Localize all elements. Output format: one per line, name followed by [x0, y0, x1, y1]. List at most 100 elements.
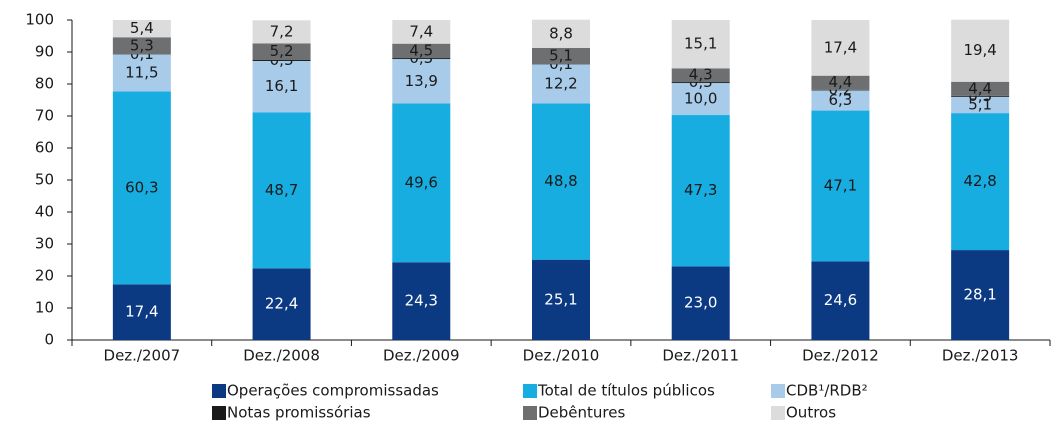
bar-segment: [112, 284, 171, 340]
data-label: 8,8: [549, 24, 573, 42]
legend-label: Debêntures: [538, 404, 625, 422]
x-tick-label: Dez./2010: [523, 347, 600, 365]
data-label: 5,1: [549, 47, 573, 65]
x-tick-label: Dez./2007: [104, 347, 181, 365]
data-label: 48,8: [544, 172, 577, 190]
y-tick-label: 60: [35, 139, 54, 157]
bar-segment: [811, 90, 870, 111]
bar-segment: [252, 20, 311, 44]
y-tick-label: 100: [25, 11, 54, 29]
x-tick-label: Dez./2013: [942, 347, 1019, 365]
legend-swatch: [212, 406, 226, 420]
data-label: 47,3: [684, 181, 717, 199]
bar-segment: [112, 54, 171, 92]
data-label: 4,5: [409, 41, 433, 59]
bar-segment: [112, 91, 171, 285]
bar-segment: [811, 89, 870, 91]
x-tick-label: Dez./2012: [802, 347, 879, 365]
data-label: 15,1: [684, 35, 717, 53]
bar-segment: [392, 43, 451, 59]
bar-segment: [671, 20, 730, 69]
data-label: 5,4: [130, 19, 154, 37]
data-label: 17,4: [824, 38, 857, 56]
y-tick-label: 0: [44, 331, 54, 349]
bar-segment: [811, 110, 870, 262]
bar-segment: [532, 64, 590, 104]
data-label: 42,8: [963, 172, 996, 190]
data-label: 7,2: [270, 22, 294, 40]
data-label: 49,6: [405, 173, 438, 191]
legend-swatch: [523, 384, 537, 398]
bar-segment: [532, 19, 590, 48]
data-label: 23,0: [684, 294, 717, 312]
data-label: 48,7: [265, 181, 298, 199]
bar-segment: [252, 268, 311, 340]
x-tick-label: Dez./2009: [383, 347, 460, 365]
legend-label: Notas promissórias: [227, 404, 371, 422]
bar-segment: [392, 262, 451, 340]
y-tick-label: 40: [35, 203, 54, 221]
data-label: 19,4: [963, 41, 996, 59]
bar-segment: [252, 112, 311, 269]
bar-segment: [392, 103, 451, 263]
data-label: 24,3: [405, 292, 438, 310]
bar-segment: [951, 113, 1010, 251]
bar-segment: [671, 115, 730, 267]
legend-swatch: [771, 406, 785, 420]
bar-segment: [951, 81, 1010, 96]
data-label: 28,1: [963, 286, 996, 304]
data-label: 4,4: [828, 73, 852, 91]
legend-swatch: [523, 406, 537, 420]
legend-label: Outros: [786, 404, 836, 422]
bar-segment: [951, 95, 1010, 97]
x-tick-label: Dez./2008: [243, 347, 320, 365]
legend-label: Total de títulos públicos: [537, 382, 715, 400]
bar-segment: [392, 20, 451, 44]
y-tick-label: 90: [35, 43, 54, 61]
bar-segment: [392, 58, 451, 60]
y-tick-label: 70: [35, 107, 54, 125]
data-label: 16,1: [265, 77, 298, 95]
data-label: 12,2: [544, 75, 577, 93]
bar-segment: [951, 19, 1010, 82]
bar-segment: [112, 20, 171, 38]
bar-segment: [532, 103, 590, 260]
data-label: 6,3: [828, 91, 852, 109]
x-tick-label: Dez./2011: [662, 347, 739, 365]
data-label: 11,5: [125, 63, 158, 81]
data-label: 4,3: [689, 66, 713, 84]
y-tick-label: 30: [35, 235, 54, 253]
bar-segment: [951, 250, 1010, 340]
data-label: 5,3: [130, 36, 154, 54]
y-tick-label: 50: [35, 171, 54, 189]
bar-segment: [811, 75, 870, 90]
data-label: 24,6: [824, 291, 857, 309]
data-label: 7,4: [409, 22, 433, 40]
y-tick-label: 20: [35, 267, 54, 285]
data-label: 60,3: [125, 178, 158, 196]
data-label: 10,0: [684, 90, 717, 108]
bar-segment: [811, 20, 870, 76]
data-label: 25,1: [544, 290, 577, 308]
bar-segment: [671, 83, 730, 116]
bar-segment: [532, 47, 590, 65]
data-label: 47,1: [824, 176, 857, 194]
bar-segment: [811, 261, 870, 340]
bar-segment: [671, 82, 730, 84]
y-tick-label: 10: [35, 299, 54, 317]
data-label: 13,9: [405, 72, 438, 90]
data-label: 22,4: [265, 295, 298, 313]
bar-segment: [532, 259, 590, 340]
y-tick-label: 80: [35, 75, 54, 93]
legend-swatch: [771, 384, 785, 398]
data-label: 17,4: [125, 303, 158, 321]
data-label: 4,4: [968, 79, 992, 97]
bar-segment: [951, 96, 1010, 114]
bar-segment: [252, 60, 311, 61]
data-label: 5,2: [270, 42, 294, 60]
legend-label: CDB¹/RDB²: [786, 382, 868, 400]
bar-segment: [252, 60, 311, 113]
bar-segment: [671, 266, 730, 340]
bar-segment: [112, 37, 171, 55]
bar-segment: [252, 43, 311, 60]
